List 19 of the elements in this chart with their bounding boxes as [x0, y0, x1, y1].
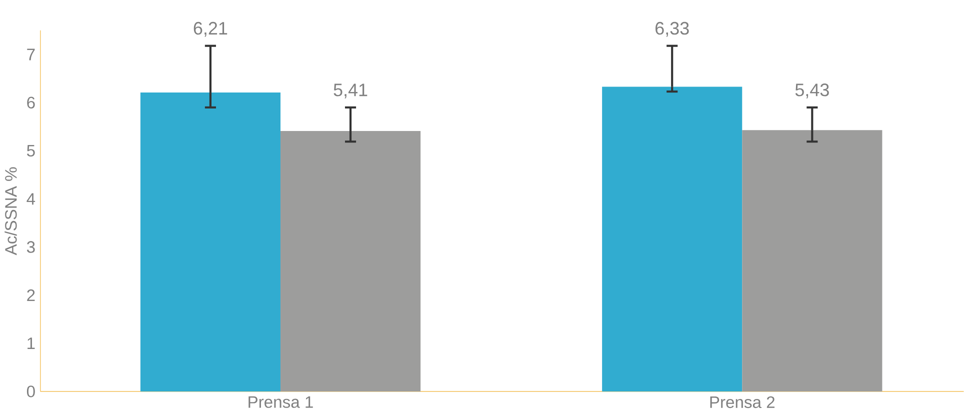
x-tick-label: Prensa 2: [710, 396, 774, 408]
data-label: 5,43: [795, 84, 829, 99]
y-tick-label: 0: [26, 386, 35, 398]
bar: [140, 92, 280, 392]
bar: [602, 86, 742, 392]
y-tick-label: 1: [28, 338, 35, 350]
y-tick-label: 4: [26, 193, 36, 205]
y-tick-label: 7: [27, 48, 35, 60]
y-tick-label: 3: [26, 241, 35, 254]
data-label: 5,41: [334, 84, 368, 99]
bar: [280, 131, 421, 392]
y-tick-label: 2: [27, 290, 35, 302]
data-label: 6,33: [656, 22, 689, 37]
data-label: 6,21: [194, 22, 228, 37]
bar: [742, 130, 882, 392]
y-tick-label: 5: [26, 145, 35, 157]
x-tick-label: Prensa 1: [248, 396, 313, 408]
y-tick-label: 6: [27, 96, 35, 109]
y-axis-title: Ac/SSNA %: [4, 167, 17, 256]
